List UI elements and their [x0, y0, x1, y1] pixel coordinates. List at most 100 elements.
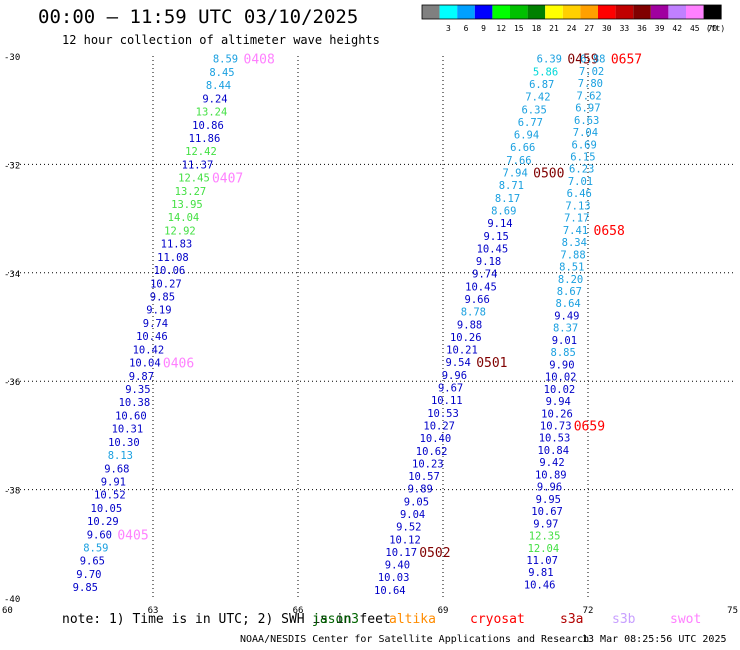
legend-label: 6	[464, 24, 469, 33]
wave-height-label: 6.87	[529, 79, 554, 91]
wave-height-label: 9.74	[472, 269, 497, 281]
wave-height-label: 14.04	[168, 212, 200, 224]
wave-height-label: 6.88	[580, 54, 605, 66]
wave-height-label: 5.86	[533, 66, 558, 78]
wave-height-label: 10.84	[537, 445, 569, 457]
legend-swatch	[703, 5, 722, 19]
wave-height-label: 12.42	[185, 146, 217, 158]
y-tick-label: -30	[4, 53, 20, 63]
wave-height-label: 8.71	[499, 180, 524, 192]
legend-label: 12	[496, 24, 506, 33]
wave-height-label: 10.12	[389, 534, 421, 546]
wave-height-label: 7.80	[578, 78, 603, 90]
wave-height-label: 9.81	[528, 567, 553, 579]
wave-height-label: 9.85	[150, 292, 175, 304]
x-tick-label: 66	[293, 606, 304, 616]
wave-height-label: 9.70	[76, 569, 101, 581]
wave-height-label: 10.53	[539, 433, 571, 445]
wave-height-label: 10.26	[541, 408, 573, 420]
legend-swatch	[686, 5, 704, 19]
wave-height-label: 10.27	[423, 420, 455, 432]
wave-height-label: 12.92	[164, 225, 196, 237]
wave-height-label: 7.42	[525, 92, 550, 104]
y-tick-label: -34	[4, 270, 20, 280]
wave-height-label: 9.04	[400, 509, 425, 521]
time-label: 0657	[611, 53, 642, 68]
wave-height-label: 10.62	[416, 446, 448, 458]
wave-height-label: 10.60	[115, 410, 147, 422]
wave-height-label: 10.17	[385, 547, 417, 559]
wave-height-label: 10.45	[477, 243, 509, 255]
time-label: 0501	[476, 356, 507, 371]
footer-credit: NOAA/NESDIS Center for Satellite Applica…	[240, 634, 590, 645]
x-tick-label: 72	[583, 606, 594, 616]
wave-height-label: 9.85	[73, 582, 98, 594]
wave-height-label: 10.30	[108, 437, 140, 449]
wave-height-label: 8.34	[562, 237, 587, 249]
wave-height-label: 10.89	[535, 469, 567, 481]
legend-label: 27	[584, 24, 594, 33]
wave-height-label: 10.02	[544, 384, 576, 396]
x-tick-label: 75	[727, 606, 738, 616]
wave-height-label: 9.19	[146, 305, 171, 317]
wave-height-label: 9.60	[87, 529, 112, 541]
wave-height-label: 10.46	[524, 579, 556, 591]
wave-height-label: 9.67	[438, 383, 463, 395]
legend-label: 33	[620, 24, 630, 33]
time-label: 0408	[244, 53, 275, 68]
wave-height-label: 9.42	[539, 457, 564, 469]
wave-height-label: 11.37	[182, 159, 214, 171]
wave-height-label: 7.04	[573, 127, 598, 139]
wave-height-label: 6.39	[537, 54, 562, 66]
wave-height-label: 6.46	[567, 188, 592, 200]
wave-height-label: 10.46	[136, 331, 168, 343]
legend-swatch	[615, 5, 634, 19]
wave-height-label: 9.91	[101, 476, 126, 488]
x-tick-label: 60	[2, 606, 13, 616]
wave-height-label: 7.62	[576, 90, 601, 102]
legend-swatch	[439, 5, 458, 19]
time-label: 0500	[533, 167, 564, 182]
wave-height-label: 10.02	[545, 372, 577, 384]
wave-height-label: 6.15	[570, 152, 595, 164]
wave-height-label: 12.04	[528, 543, 560, 555]
wave-height-label: 9.15	[484, 231, 509, 243]
wave-height-label: 9.97	[533, 518, 558, 530]
wave-height-label: 10.11	[431, 395, 463, 407]
wave-height-label: 9.68	[104, 463, 129, 475]
wave-height-label: 9.35	[125, 384, 150, 396]
legend-label: 9	[481, 24, 486, 33]
legend-label: 42	[672, 24, 682, 33]
wave-height-label: 9.88	[457, 319, 482, 331]
wave-height-label: 10.52	[94, 490, 126, 502]
legend-label: 30	[602, 24, 612, 33]
legend-unit: (ft)	[706, 24, 725, 33]
wave-height-label: 9.05	[404, 496, 429, 508]
wave-height-label: 9.14	[487, 218, 512, 230]
satellite-s3b: s3b	[612, 612, 636, 627]
legend-swatch	[545, 5, 563, 19]
wave-height-label: 9.40	[385, 560, 410, 572]
legend-swatch	[668, 5, 686, 19]
wave-height-label: 7.66	[506, 155, 531, 167]
time-label: 0459	[567, 53, 598, 68]
wave-height-label: 10.05	[91, 503, 123, 515]
wave-height-label: 8.44	[206, 80, 231, 92]
wave-height-label: 11.08	[157, 252, 189, 264]
wave-height-label: 6.23	[569, 164, 594, 176]
wave-height-label: 10.04	[129, 358, 161, 370]
legend-label: 39	[655, 24, 665, 33]
wave-height-label: 6.66	[510, 142, 535, 154]
legend-swatch	[580, 5, 598, 19]
wave-height-label: 13.95	[171, 199, 203, 211]
legend-swatch	[492, 5, 510, 19]
wave-height-label: 12.35	[529, 531, 561, 543]
wave-height-label: 8.17	[495, 193, 520, 205]
wave-height-label: 8.78	[461, 307, 486, 319]
wave-height-label: 10.40	[420, 433, 452, 445]
wave-height-label: 8.85	[551, 347, 576, 359]
legend-swatch	[650, 5, 669, 19]
legend-label: 21	[549, 24, 559, 33]
wave-height-label: 10.67	[531, 506, 563, 518]
